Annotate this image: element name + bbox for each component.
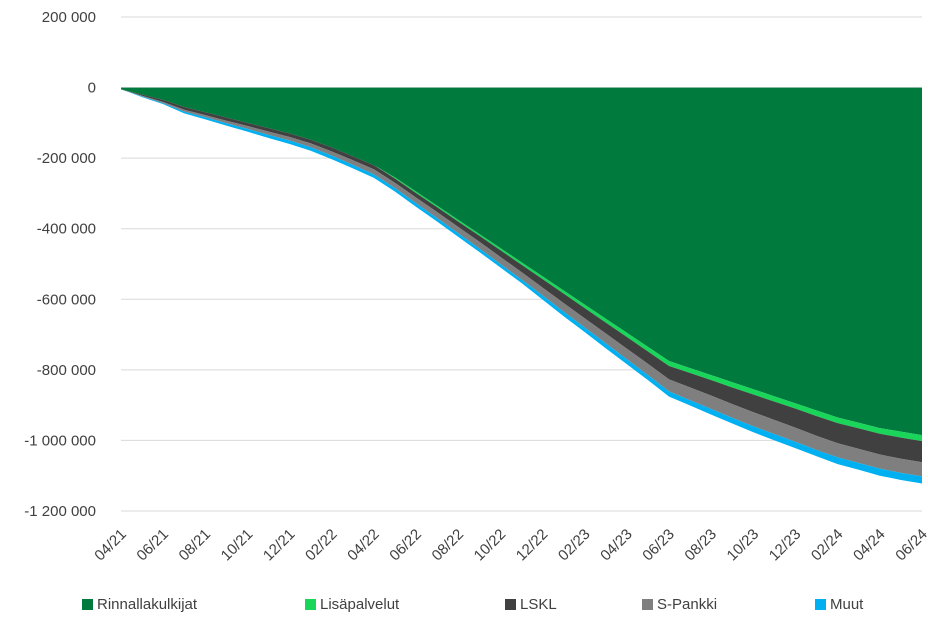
- x-tick-label: 08/22: [429, 526, 468, 565]
- x-tick-label: 10/21: [218, 526, 257, 565]
- y-tick-label: -1 000 000: [24, 432, 96, 449]
- x-tick-label: 08/21: [176, 526, 215, 565]
- y-tick-label: 0: [88, 80, 96, 97]
- y-tick-label: -400 000: [37, 221, 96, 238]
- x-tick-label: 04/21: [91, 526, 130, 565]
- y-tick-label: -200 000: [37, 150, 96, 167]
- legend-item: LSKL: [505, 596, 557, 613]
- legend-swatch: [815, 599, 826, 610]
- x-tick-label: 12/23: [766, 526, 805, 565]
- legend-swatch: [505, 599, 516, 610]
- legend-item: Muut: [815, 596, 863, 613]
- legend-label: Lisäpalvelut: [320, 596, 400, 613]
- area-series-lskl: [121, 89, 922, 463]
- x-tick-label: 06/21: [133, 526, 172, 565]
- x-tick-label: 10/22: [471, 526, 510, 565]
- y-tick-label: -600 000: [37, 291, 96, 308]
- x-axis-tick-labels: 04/21 06/21 08/21 10/21 12/21 02/22 04/22 06/22…: [91, 526, 928, 565]
- area-series: [121, 87, 922, 484]
- x-tick-label: 06/22: [386, 526, 425, 565]
- x-tick-label: 04/23: [597, 526, 636, 565]
- y-tick-label: -800 000: [37, 362, 96, 379]
- x-tick-label: 12/22: [513, 526, 552, 565]
- x-tick-label: 10/23: [724, 526, 763, 565]
- legend-label: Rinnallakulkijat: [97, 596, 198, 613]
- x-tick-label: 08/23: [681, 526, 720, 565]
- area-series-rinnallakulkijat: [121, 87, 922, 436]
- legend: Rinnallakulkijat Lisäpalvelut LSKL S-Pankki…: [0, 596, 928, 620]
- legend-swatch: [82, 599, 93, 610]
- x-tick-label: 02/22: [302, 526, 341, 565]
- legend-item: Rinnallakulkijat: [82, 596, 197, 613]
- x-tick-label: 06/24: [892, 526, 928, 565]
- legend-label: S-Pankki: [657, 596, 718, 613]
- legend-item: S-Pankki: [642, 596, 717, 613]
- x-tick-label: 02/24: [808, 526, 847, 565]
- x-tick-label: 04/22: [344, 526, 383, 565]
- legend-label: LSKL: [520, 596, 557, 613]
- legend-label: Muut: [830, 596, 864, 613]
- legend-swatch: [305, 599, 316, 610]
- stacked-area-chart: 200 000 0 -200 000 -400 000 -600 000 -800 000…: [24, 9, 928, 565]
- x-tick-label: 04/24: [850, 526, 889, 565]
- x-tick-label: 02/23: [555, 526, 594, 565]
- legend-swatch: [642, 599, 653, 610]
- y-axis-tick-labels: 200 000 0 -200 000 -400 000 -600 000 -800 000…: [24, 9, 96, 520]
- y-tick-label: 200 000: [42, 9, 96, 26]
- x-tick-label: 06/23: [639, 526, 678, 565]
- y-tick-label: -1 200 000: [24, 503, 96, 520]
- legend-item: Lisäpalvelut: [305, 596, 399, 613]
- x-tick-label: 12/21: [260, 526, 299, 565]
